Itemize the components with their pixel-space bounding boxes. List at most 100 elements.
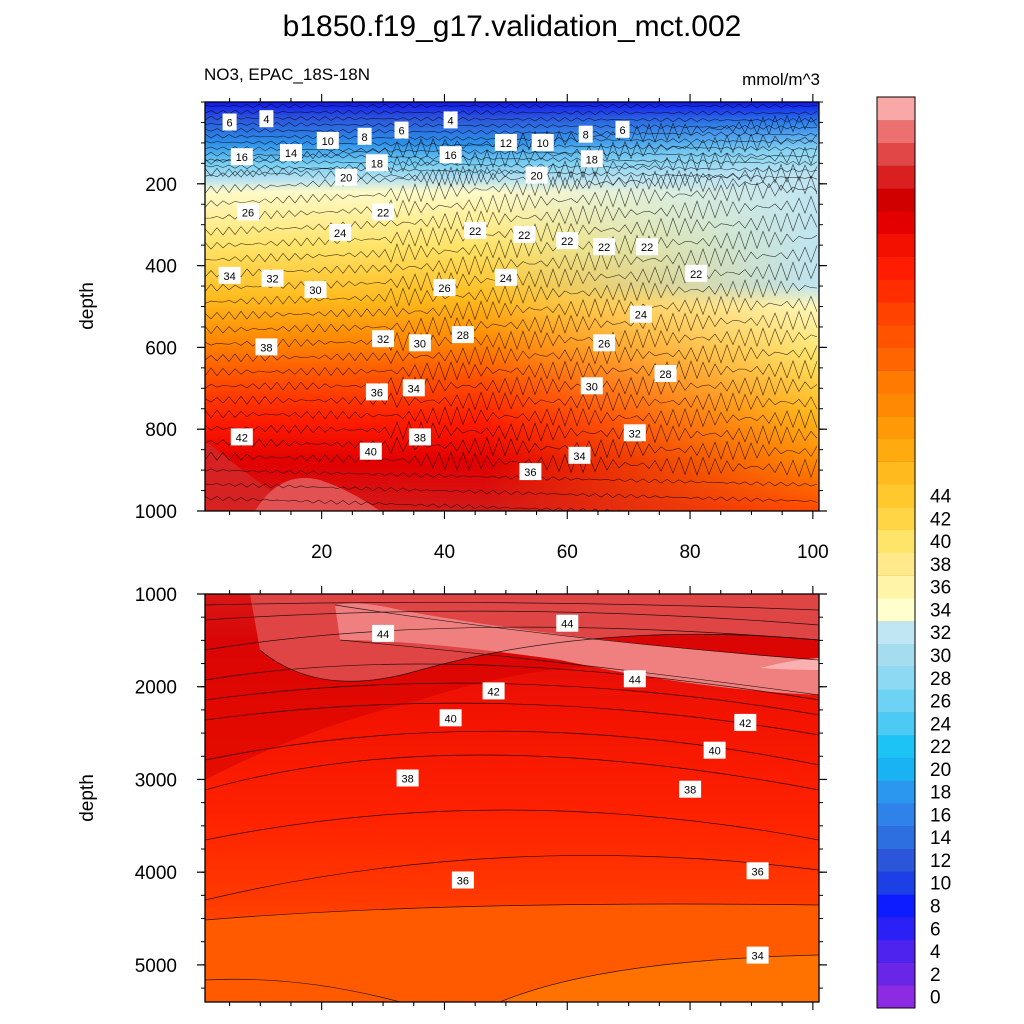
x-tick-label: 60 [557,542,578,563]
contour-label: 40 [365,447,377,459]
x-tick-label: 40 [434,542,455,563]
colorbar-swatch [877,165,915,189]
colorbar-swatch [877,894,915,918]
colorbar-swatch [877,985,915,1009]
contour-label-box [357,127,372,145]
contour-line [205,730,819,766]
x-tick-label: 20 [311,542,332,563]
colorbar-swatch [877,689,915,713]
contour-line [205,903,819,921]
contour-label-box [259,110,274,128]
contour-label-box [734,713,757,731]
contour-line [205,978,401,1002]
contour-line [205,626,819,651]
contour-line [205,245,818,278]
contour-label: 20 [530,171,542,183]
colorbar-tick-label: 28 [930,669,951,690]
contour-label: 16 [236,152,248,164]
colorbar-swatch [877,939,915,963]
colorbar-swatch [877,301,915,326]
contour-line [205,103,818,109]
contour-label-box [222,113,237,131]
colorbar-swatch [877,393,915,417]
colorbar-tick-label: 34 [930,600,952,621]
y-tick-label: 4000 [135,863,177,884]
contour-label: 26 [598,338,610,350]
contour-label-box [408,334,431,352]
upper-field-east [205,102,819,511]
contour-label: 34 [223,271,235,283]
contour-line [259,633,819,682]
contour-label: 22 [598,242,610,254]
contour-label: 4 [448,115,454,127]
colorbar-swatch [877,803,915,827]
contour-line [205,391,818,413]
x-tick-label: 100 [797,542,829,563]
contour-label: 6 [227,118,233,130]
contour-label-box [261,269,284,287]
contour-label: 20 [340,173,352,185]
colorbar-swatch [877,97,915,121]
contour-label: 44 [561,619,573,631]
contour-line [205,702,819,736]
colorbar-tick-label: 2 [930,965,941,986]
colorbar-swatch [877,666,915,690]
contour-label-box [335,168,358,186]
contour-label-box [329,223,352,241]
contour-label-box [372,203,395,221]
contour-line [205,482,818,503]
contour-label-box [230,148,253,166]
lower-contour-panel: 1000 2000 3000 4000 5000 depth [77,585,827,1010]
colorbar-tick-label: 42 [930,509,951,530]
colorbar-swatch [877,142,915,166]
contour-label: 18 [371,158,383,170]
contour-line [339,639,819,696]
contour-label: 16 [444,150,456,162]
contour-label-box [218,266,241,284]
colorbar-tick-label: 22 [930,737,951,758]
contour-label: 4 [263,114,269,126]
contour-line [205,122,818,130]
colorbar-swatch [877,256,915,280]
colorbar-tick-label: 8 [930,897,941,918]
colorbar-swatch [877,916,915,941]
contour-label: 34 [408,383,420,395]
upper-contour-panel: 200 400 600 800 1000 20 40 60 80 100 depth [77,94,829,570]
contour-label-box [636,238,659,256]
contour-label-box [304,281,327,299]
contour-line [205,146,818,194]
colorbar-swatch [877,279,915,303]
contour-line [205,495,622,511]
contour-label: 14 [285,148,297,160]
colorbar-swatch [877,484,915,508]
contour-label: 40 [708,746,720,758]
contour-line [205,610,819,626]
units-label: mmol/m^3 [742,70,820,89]
contour-label: 42 [236,432,248,444]
contour-label-box [402,379,425,397]
colorbar-swatch [877,233,915,257]
contour-label-box [464,221,487,239]
colorbar-swatch [877,552,915,576]
colorbar-tick-label: 24 [930,714,952,735]
contour-label-box [365,154,388,172]
contour-label-box [230,428,253,446]
colorbar-swatch [877,210,915,235]
contour-label-box [372,330,395,348]
colorbar-swatch [877,643,915,667]
contour-label: 26 [438,283,450,295]
contour-line [205,682,819,716]
contour-label-box [623,424,646,442]
contour-label: 28 [659,369,671,381]
colorbar-swatch [877,438,915,462]
lower-frame [204,593,820,1003]
contour-line [205,539,817,570]
contour-label-box [580,377,603,395]
contour-label-box [519,463,542,481]
upper-contour-lines [205,103,818,570]
contour-label-box [408,428,431,446]
contour-line [205,327,818,352]
contour-line [205,406,818,429]
contour-label-box [482,682,505,700]
contour-label: 36 [524,467,536,479]
